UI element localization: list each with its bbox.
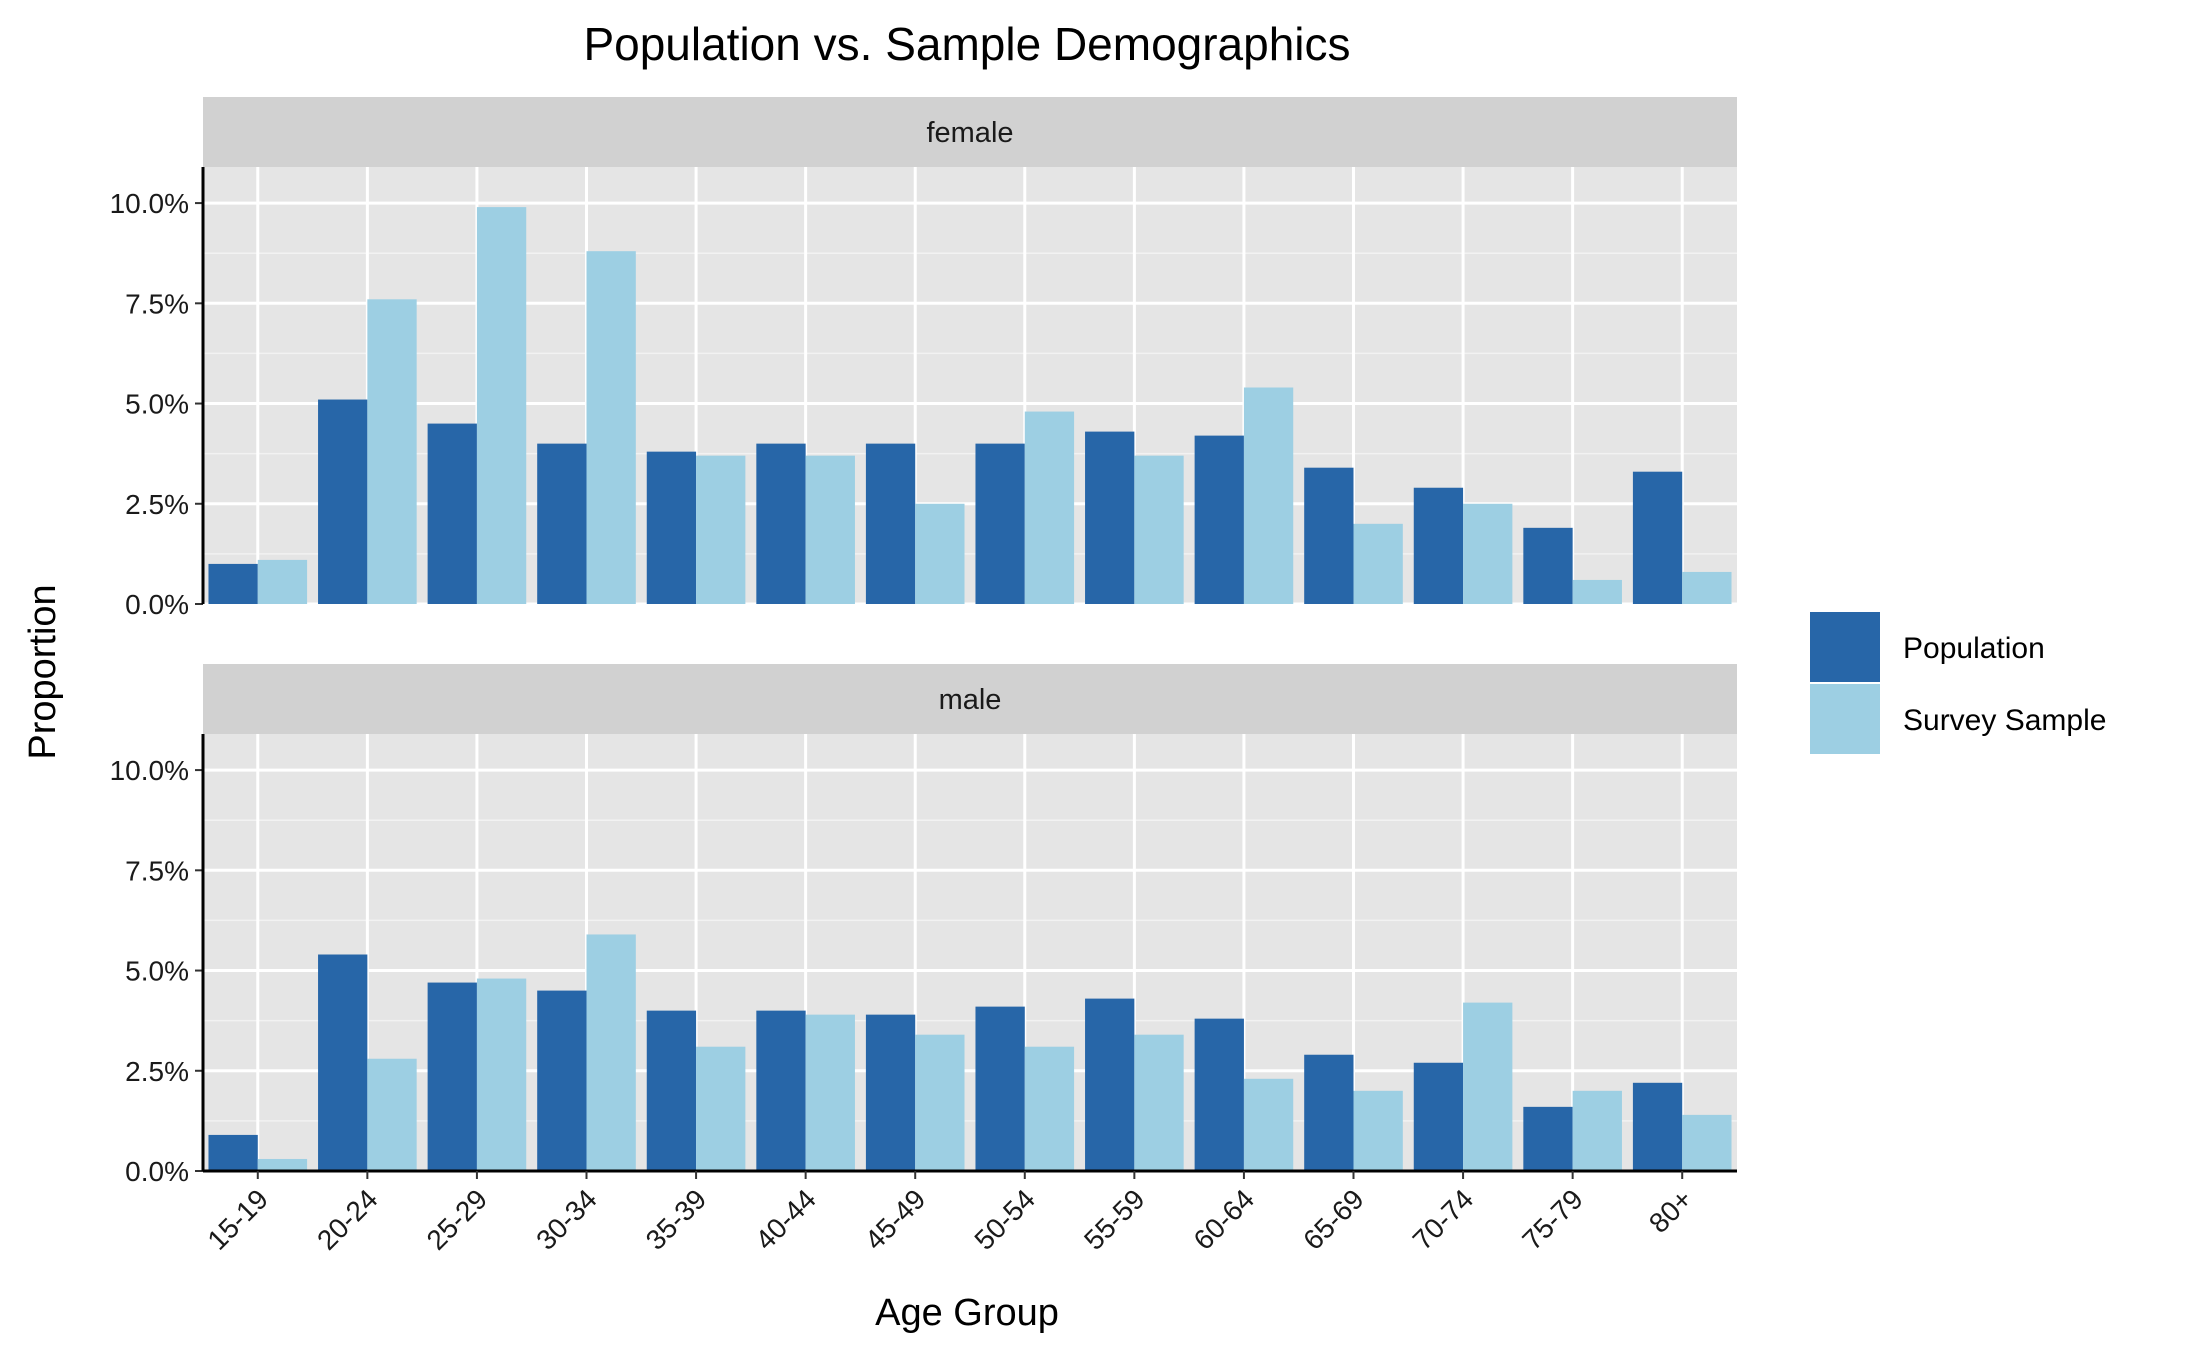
y-tick-label: 0.0% [125, 1156, 189, 1187]
bar-population [208, 563, 258, 604]
y-tick-label: 5.0% [125, 956, 189, 987]
bar-survey-sample [476, 207, 527, 604]
legend: Population Survey Sample [1810, 612, 2106, 754]
bar-survey-sample [1572, 579, 1622, 604]
facet-female: female 0.0% 2.5% 5.0% 7.5% 10.0% [110, 97, 1737, 620]
x-tick-label: 55-59 [1078, 1183, 1151, 1256]
bar-survey-sample [696, 1046, 746, 1171]
bar-survey-sample [915, 1034, 965, 1171]
x-tick-label: 15-19 [201, 1183, 274, 1256]
x-tick-label: 75-79 [1516, 1183, 1589, 1256]
bar-survey-sample [367, 299, 417, 604]
strip-male [203, 664, 1737, 734]
bar-population [1523, 1106, 1573, 1171]
x-tick-label: 50-54 [968, 1183, 1041, 1256]
bar-population [1304, 467, 1354, 604]
bar-population [1413, 1062, 1464, 1171]
bar-population [1632, 471, 1683, 604]
bar-survey-sample [476, 978, 527, 1171]
bar-survey-sample [1682, 571, 1732, 604]
bar-population [646, 1010, 697, 1171]
y-tick-label: 10.0% [110, 755, 189, 786]
strip-label: female [926, 117, 1013, 149]
x-tick-label: 40-44 [749, 1183, 822, 1256]
x-tick-label: 20-24 [311, 1183, 384, 1256]
bar-survey-sample [1243, 387, 1294, 604]
bar-survey-sample [1463, 503, 1513, 604]
bar-population [1194, 435, 1244, 604]
y-tick-label: 2.5% [125, 489, 189, 520]
y-tick-label: 10.0% [110, 188, 189, 219]
bar-survey-sample [257, 559, 308, 604]
bar-survey-sample [586, 934, 636, 1171]
y-tick-label: 5.0% [125, 389, 189, 420]
bar-population [865, 443, 916, 604]
bar-survey-sample [1134, 455, 1184, 604]
bar-population [208, 1134, 258, 1171]
bar-survey-sample [1353, 1090, 1403, 1171]
bar-population [427, 982, 477, 1171]
strip-label: male [939, 684, 1002, 716]
x-tick-label: 30-34 [530, 1183, 603, 1256]
legend-label: Population [1903, 632, 2045, 665]
bar-survey-sample [1134, 1034, 1184, 1171]
x-tick-label: 80+ [1643, 1183, 1699, 1239]
facet-male: male 0.0% 2.5% 5.0% 7.5% 10.0% [110, 664, 1737, 1187]
x-tick-label: 65-69 [1297, 1183, 1370, 1256]
bar-population [318, 399, 368, 604]
x-tick-label: 45-49 [859, 1183, 932, 1256]
y-axis-title: Proportion [22, 584, 64, 759]
y-tick-label: 7.5% [125, 855, 189, 886]
facet-panels: female 0.0% 2.5% 5.0% 7.5% 10.0% male 0.0% 2.5% 5… [110, 97, 1737, 1187]
bar-population [1085, 998, 1135, 1171]
bar-population [1413, 487, 1464, 604]
bar-survey-sample [805, 455, 855, 604]
x-tick-label: 60-64 [1188, 1183, 1261, 1256]
strip-female [203, 97, 1737, 167]
bar-population [1632, 1082, 1683, 1171]
bar-population [427, 423, 477, 604]
bar-population [318, 954, 368, 1171]
legend-key-survey-sample [1810, 684, 1880, 754]
bar-population [1523, 527, 1573, 604]
bar-population [1085, 431, 1135, 604]
bar-population [975, 443, 1025, 604]
bar-population [646, 451, 697, 604]
y-tick-label: 0.0% [125, 589, 189, 620]
x-tick-labels: 15-19 20-24 25-29 30-34 35-39 40-44 45-49 50-54… [201, 1171, 1698, 1256]
bar-survey-sample [1024, 411, 1075, 604]
bar-survey-sample [1682, 1114, 1732, 1171]
bar-survey-sample [367, 1058, 417, 1171]
bar-survey-sample [696, 455, 746, 604]
bar-survey-sample [1463, 1002, 1513, 1171]
x-tick-label: 25-29 [421, 1183, 494, 1256]
x-tick-label: 35-39 [640, 1183, 713, 1256]
legend-label: Survey Sample [1903, 704, 2106, 737]
bar-population [537, 990, 587, 1171]
x-tick-label: 70-74 [1407, 1183, 1480, 1256]
bar-population [1194, 1018, 1244, 1171]
bar-survey-sample [915, 503, 965, 604]
y-tick-label: 2.5% [125, 1056, 189, 1087]
bar-population [756, 443, 806, 604]
bar-population [537, 443, 587, 604]
bar-survey-sample [1353, 523, 1403, 604]
x-axis-title: Age Group [875, 1292, 1059, 1334]
bar-survey-sample [1024, 1046, 1075, 1171]
bar-survey-sample [586, 251, 636, 604]
bar-population [865, 1014, 916, 1171]
chart-title: Population vs. Sample Demographics [583, 18, 1350, 70]
bar-survey-sample [805, 1014, 855, 1171]
bar-population [975, 1006, 1025, 1171]
y-tick-label: 7.5% [125, 288, 189, 319]
bar-population [756, 1010, 806, 1171]
bar-survey-sample [257, 1158, 308, 1171]
bar-survey-sample [1243, 1078, 1294, 1171]
legend-key-population [1810, 612, 1880, 682]
bar-survey-sample [1572, 1090, 1622, 1171]
bar-population [1304, 1054, 1354, 1171]
